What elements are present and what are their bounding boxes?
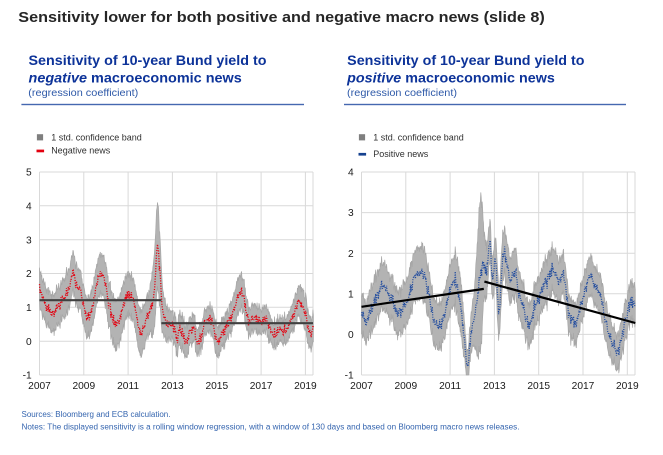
- svg-text:1 std. confidence band: 1 std. confidence band: [373, 133, 464, 143]
- svg-text:(regression coefficient): (regression coefficient): [28, 88, 138, 99]
- svg-text:Sensitivity of 10-year Bund yi: Sensitivity of 10-year Bund yield to: [29, 52, 267, 68]
- svg-text:negative macroeconomic news: negative macroeconomic news: [29, 70, 243, 86]
- svg-text:4: 4: [348, 168, 354, 179]
- svg-text:-1: -1: [23, 371, 32, 382]
- svg-text:5: 5: [26, 168, 32, 179]
- svg-text:2: 2: [348, 249, 354, 260]
- svg-text:1 std. confidence band: 1 std. confidence band: [51, 133, 142, 143]
- svg-text:Notes: The displayed sensitivi: Notes: The displayed sensitivity is a ro…: [22, 423, 520, 432]
- svg-text:2011: 2011: [117, 381, 139, 392]
- svg-text:0: 0: [26, 337, 32, 348]
- svg-text:2009: 2009: [394, 381, 417, 392]
- svg-text:Sensitivity of 10-year Bund yi: Sensitivity of 10-year Bund yield to: [347, 52, 584, 68]
- svg-text:2: 2: [26, 269, 32, 280]
- svg-text:2019: 2019: [294, 381, 317, 392]
- svg-text:2007: 2007: [28, 381, 51, 392]
- svg-text:4: 4: [26, 201, 32, 212]
- svg-text:3: 3: [348, 208, 354, 219]
- svg-text:0: 0: [348, 330, 354, 341]
- svg-text:2009: 2009: [72, 381, 95, 392]
- svg-text:2015: 2015: [205, 381, 228, 392]
- svg-text:2013: 2013: [161, 381, 184, 392]
- svg-text:-1: -1: [345, 371, 354, 382]
- svg-text:2007: 2007: [350, 381, 373, 392]
- svg-text:1: 1: [348, 289, 354, 300]
- svg-text:Sensitivity lower for both pos: Sensitivity lower for both positive and …: [18, 9, 545, 26]
- svg-text:1: 1: [26, 303, 32, 314]
- svg-text:2013: 2013: [483, 381, 506, 392]
- svg-text:2017: 2017: [250, 381, 273, 392]
- svg-text:2011: 2011: [439, 381, 461, 392]
- svg-text:(regression coefficient): (regression coefficient): [347, 88, 457, 99]
- svg-text:Positive news: Positive news: [373, 149, 429, 159]
- svg-text:Negative news: Negative news: [51, 146, 111, 156]
- svg-text:2015: 2015: [527, 381, 550, 392]
- svg-text:positive macroeconomic news: positive macroeconomic news: [346, 70, 555, 86]
- svg-text:3: 3: [26, 235, 32, 246]
- svg-text:Sources: Bloomberg and ECB cal: Sources: Bloomberg and ECB calculation.: [22, 410, 171, 419]
- svg-text:2019: 2019: [616, 381, 639, 392]
- svg-text:2017: 2017: [572, 381, 595, 392]
